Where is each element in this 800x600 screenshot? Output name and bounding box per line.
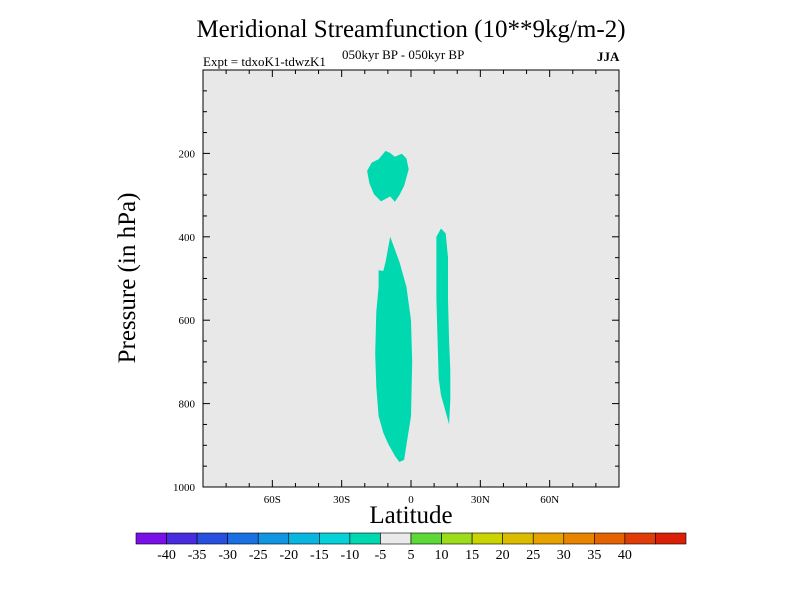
colorbar-swatch bbox=[532, 532, 565, 545]
season-label: JJA bbox=[597, 49, 620, 64]
colorbar-swatch bbox=[471, 532, 503, 545]
colorbar-label: -5 bbox=[375, 548, 387, 563]
colorbar-swatch bbox=[196, 532, 228, 545]
colorbar-label: 35 bbox=[587, 548, 601, 563]
x-axis-label: Latitude bbox=[369, 502, 453, 529]
y-tick-label: 400 bbox=[179, 232, 196, 244]
x-tick-label: 60N bbox=[540, 494, 559, 506]
plot-area bbox=[203, 70, 619, 487]
contour-region-lower-northern-cell bbox=[436, 228, 451, 425]
colorbar-swatch bbox=[288, 532, 320, 545]
colorbar-label: -30 bbox=[218, 548, 237, 563]
y-tick-label: 800 bbox=[179, 399, 196, 411]
colorbar-swatch bbox=[135, 532, 167, 545]
colorbar: -40 -35 -30 -25 -20 -15 -10 -5 5 10 15 20 25 30 35 40 bbox=[135, 532, 687, 563]
colorbar-label: 15 bbox=[465, 548, 479, 563]
colorbar-label: 20 bbox=[496, 548, 510, 563]
colorbar-swatch bbox=[319, 532, 351, 545]
chart-title: Meridional Streamfunction (10**9kg/m-2) bbox=[196, 16, 626, 43]
y-tick-label: 1000 bbox=[173, 482, 196, 494]
colorbar-swatch bbox=[624, 532, 656, 545]
colorbar-label: -35 bbox=[188, 548, 207, 563]
y-tick-label: 200 bbox=[179, 148, 196, 160]
colorbar-swatch bbox=[410, 532, 442, 545]
colorbar-swatch bbox=[502, 532, 534, 545]
colorbar-label: 40 bbox=[618, 548, 632, 563]
colorbar-label: -10 bbox=[341, 548, 360, 563]
period-label: 050kyr BP - 050kyr BP bbox=[342, 47, 465, 62]
x-tick-label: 30N bbox=[471, 494, 490, 506]
colorbar-label: -40 bbox=[157, 548, 176, 563]
colorbar-swatch bbox=[227, 532, 259, 545]
colorbar-label: 30 bbox=[557, 548, 571, 563]
x-tick-label: 0 bbox=[408, 494, 414, 506]
colorbar-swatch bbox=[441, 532, 473, 545]
y-tick-label: 600 bbox=[179, 315, 196, 327]
colorbar-swatch bbox=[257, 532, 290, 545]
colorbar-label: -25 bbox=[249, 548, 268, 563]
x-tick-label: 30S bbox=[333, 494, 350, 506]
colorbar-swatch bbox=[166, 532, 198, 545]
colorbar-label: -20 bbox=[279, 548, 298, 563]
colorbar-label: 25 bbox=[526, 548, 540, 563]
colorbar-swatch bbox=[563, 532, 595, 545]
contour-fills bbox=[367, 150, 451, 462]
contour-region-upper-cell bbox=[367, 150, 409, 202]
colorbar-swatch bbox=[594, 532, 626, 545]
colorbar-swatch bbox=[349, 532, 381, 545]
axis-ticks: 60S 30S 0 30N 60N 200 400 600 800 1000 bbox=[173, 70, 619, 506]
colorbar-label: 5 bbox=[408, 548, 415, 563]
colorbar-label: 10 bbox=[435, 548, 449, 563]
colorbar-label: -15 bbox=[310, 548, 329, 563]
x-tick-label: 60S bbox=[264, 494, 281, 506]
contour-region-lower-southern-cell bbox=[375, 236, 413, 462]
colorbar-swatch bbox=[380, 532, 412, 545]
experiment-label: Expt = tdxoK1-tdwzK1 bbox=[203, 54, 326, 69]
colorbar-swatch bbox=[655, 532, 687, 545]
